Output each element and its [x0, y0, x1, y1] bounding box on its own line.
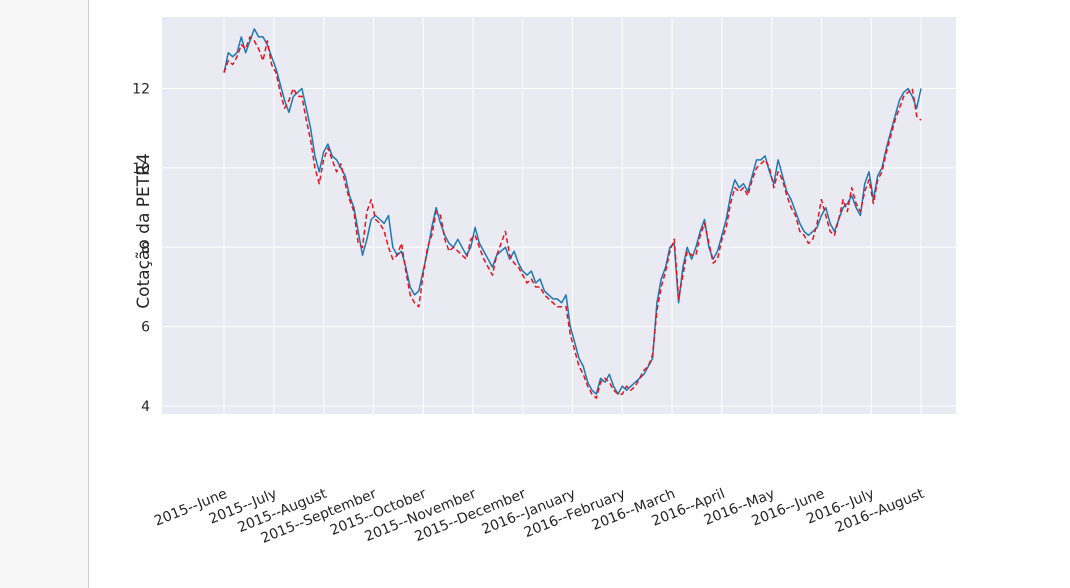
- y-tick-label: 10: [132, 161, 150, 177]
- dashed-series-line: [223, 36, 922, 399]
- y-tick-labels: 4 6 8 10 12: [132, 81, 150, 415]
- y-axis-label: Cotação da PETR4: [134, 153, 154, 309]
- y-tick-label: 8: [141, 240, 150, 256]
- notebook-input-margin: [0, 0, 89, 588]
- series-lines: [223, 28, 922, 399]
- plot-area-background: [162, 17, 956, 414]
- x-tick-labels: 2015--June2015--July2015--August2015--Se…: [152, 486, 927, 547]
- y-tick-label: 12: [132, 81, 150, 97]
- y-tick-label: 6: [141, 320, 150, 336]
- grid-lines: [162, 17, 956, 414]
- y-tick-label: 4: [141, 399, 150, 415]
